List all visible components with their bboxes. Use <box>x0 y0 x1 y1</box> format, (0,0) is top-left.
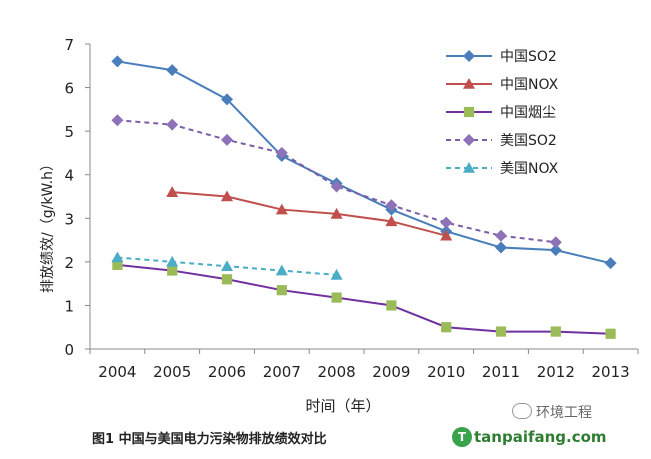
data-point-1 <box>440 229 453 241</box>
data-point-2 <box>221 274 233 285</box>
x-tick-label: 2007 <box>263 363 301 381</box>
legend-marker-1 <box>463 78 475 89</box>
data-point-1 <box>221 190 233 202</box>
data-point-3 <box>166 118 179 131</box>
legend-marker-0 <box>463 50 475 62</box>
series-line-3 <box>117 119 556 244</box>
data-markers <box>111 55 617 339</box>
tick-labels: 0 1 2 3 4 5 6 7 2004 2005 2006 2007 2008 2009 2010 2011… <box>64 36 629 381</box>
data-point-2 <box>386 300 397 311</box>
x-tick-label: 2013 <box>592 363 630 381</box>
data-point-2 <box>495 326 507 337</box>
data-point-0 <box>111 55 124 68</box>
data-point-0 <box>166 64 179 77</box>
x-tick-label: 2004 <box>98 363 136 381</box>
data-point-1 <box>330 207 343 219</box>
x-tick-label: 2005 <box>153 363 191 381</box>
figure-caption: 图1 中国与美国电力污染物排放绩效对比 <box>92 432 327 447</box>
series-line-1 <box>172 191 447 237</box>
series-line-2 <box>117 263 611 335</box>
site-logo-icon: T <box>452 426 472 447</box>
legend-marker-2 <box>463 106 475 118</box>
wechat-account-name: 环境工程 <box>536 405 592 421</box>
legend-label-4: 美国NOX <box>500 161 559 177</box>
x-tick-label: 2012 <box>537 363 575 381</box>
data-point-2 <box>112 259 123 271</box>
y-tick-label: 5 <box>64 123 74 141</box>
y-tick-label: 7 <box>64 36 74 54</box>
data-point-0 <box>604 257 617 270</box>
legend-label-1: 中国NOX <box>500 77 559 93</box>
y-tick-label: 3 <box>64 210 74 228</box>
x-tick-label: 2011 <box>482 363 520 381</box>
x-tick-label: 2008 <box>318 363 356 381</box>
data-point-1 <box>166 186 179 197</box>
x-tick-label: 2006 <box>208 363 246 381</box>
data-point-4 <box>275 264 288 276</box>
data-point-4 <box>330 268 343 280</box>
y-tick-label: 6 <box>64 80 74 98</box>
x-axis-title: 时间（年） <box>305 397 380 415</box>
data-point-3 <box>275 146 288 159</box>
legend-marker-3 <box>463 134 475 146</box>
y-tick-label: 0 <box>64 341 74 359</box>
legend-label-0: 中国SO2 <box>500 49 557 65</box>
data-point-2 <box>550 326 561 337</box>
series-lines <box>117 60 611 335</box>
data-point-0 <box>549 244 562 257</box>
data-point-1 <box>385 215 398 227</box>
legend-label-3: 美国SO2 <box>500 133 557 149</box>
data-point-2 <box>441 322 452 333</box>
data-point-3 <box>385 199 398 212</box>
data-point-4 <box>166 255 179 267</box>
data-point-2 <box>331 292 342 303</box>
data-point-3 <box>330 180 343 193</box>
data-point-3 <box>495 229 507 242</box>
legend-label-2: 中国烟尘 <box>500 105 556 121</box>
data-point-3 <box>221 133 233 146</box>
data-point-4 <box>221 260 233 272</box>
data-point-0 <box>221 93 233 106</box>
wechat-watermark: 环境工程 <box>512 402 592 422</box>
wechat-icon <box>512 403 532 419</box>
data-point-3 <box>549 236 562 249</box>
data-point-2 <box>605 328 616 339</box>
axes <box>85 43 639 354</box>
data-point-4 <box>111 251 124 263</box>
x-tick-label: 2010 <box>427 363 465 381</box>
data-point-3 <box>111 114 124 127</box>
y-axis-title: 排放绩效/（g/kW.h） <box>40 157 56 293</box>
data-point-3 <box>440 216 453 229</box>
data-point-1 <box>275 203 288 215</box>
y-tick-label: 2 <box>64 254 74 272</box>
y-tick-label: 1 <box>64 297 74 315</box>
x-tick-label: 2009 <box>372 363 410 381</box>
data-point-2 <box>167 265 178 276</box>
legend-marker-4 <box>463 162 475 173</box>
y-tick-label: 4 <box>64 167 74 185</box>
site-url: tanpaifang.com <box>474 427 607 446</box>
data-point-0 <box>495 241 507 254</box>
data-point-2 <box>276 285 287 296</box>
